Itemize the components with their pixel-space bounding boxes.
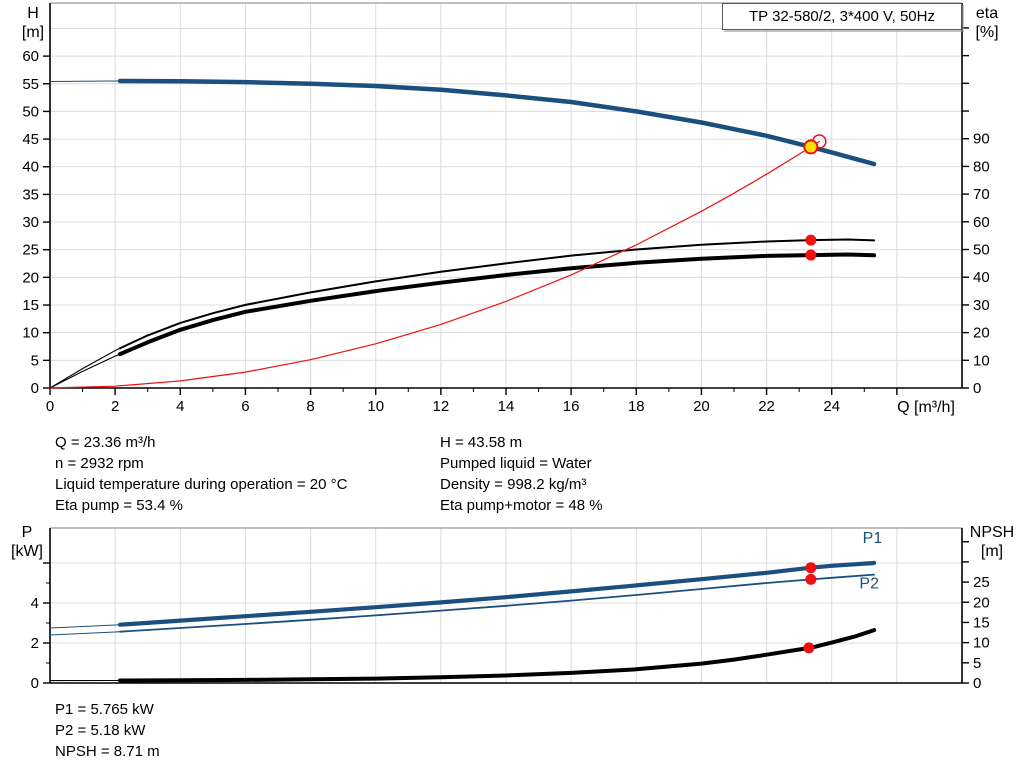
y-right-tick-label: 20 — [973, 594, 990, 611]
y-left-tick-label: 55 — [22, 76, 39, 93]
y-left-tick-label: 0 — [31, 380, 39, 397]
duty-info-left: Q = 23.36 m³/h n = 2932 rpm Liquid tempe… — [55, 432, 347, 516]
eta-axis-title: eta [%] — [964, 4, 1010, 42]
y-right-tick-label: 0 — [973, 380, 981, 397]
info-eta-pump: Eta pump = 53.4 % — [55, 497, 183, 514]
eta-axis-title-unit: [%] — [975, 24, 999, 41]
qh-curve — [117, 78, 877, 167]
p2-label: P2 — [859, 576, 879, 593]
y-right-tick-label: 25 — [973, 574, 990, 591]
qh-eta-chart: 0 2 4 6 8 10 12 14 16 18 20 22 240510152025303540455… — [22, 2, 990, 415]
eta-pump-curve — [49, 347, 121, 389]
power-info: P1 = 5.765 kW P2 = 5.18 kW NPSH = 8.71 m — [55, 699, 160, 762]
y-left-tick-label: 35 — [22, 186, 39, 203]
y-right-tick-label: 60 — [973, 214, 990, 231]
p-axis-title: P [kW] — [6, 523, 48, 561]
h-axis-title: H [m] — [16, 4, 50, 42]
info-h: H = 43.58 m — [440, 434, 523, 451]
info-liquid-temperature: Liquid temperature during operation = 20… — [55, 476, 348, 493]
x-tick-label: 6 — [241, 398, 249, 415]
npsh-axis-title-unit: [m] — [980, 543, 1004, 560]
npsh-point — [803, 642, 815, 654]
info-p1: P1 = 5.765 kW — [55, 701, 154, 718]
y-right-tick-label: 30 — [973, 297, 990, 314]
x-tick-label: 10 — [367, 398, 384, 415]
y-left-tick-label: 30 — [22, 214, 39, 231]
x-tick-label: 12 — [433, 398, 450, 415]
y-left-tick-label: 45 — [22, 131, 39, 148]
y-right-tick-label: 5 — [973, 655, 981, 672]
qh-curve — [49, 80, 121, 83]
eta-pump-motor-curve — [49, 353, 121, 389]
y-left-tick-label: 40 — [22, 159, 39, 176]
info-pumped-liquid: Pumped liquid = Water — [440, 455, 592, 472]
x-tick-label: 18 — [628, 398, 645, 415]
y-left-tick-label: 50 — [22, 103, 39, 120]
y-right-tick-label: 10 — [973, 635, 990, 652]
y-left-tick-label: 60 — [22, 48, 39, 65]
p1-label: P1 — [863, 530, 883, 547]
p-axis-title-unit: [kW] — [11, 543, 43, 560]
x-tick-label: 2 — [111, 398, 119, 415]
npsh-axis-title: NPSH [m] — [962, 523, 1022, 561]
x-tick-label: 16 — [563, 398, 580, 415]
p-axis-title-symbol: P — [21, 524, 33, 541]
info-speed: n = 2932 rpm — [55, 455, 144, 472]
y-right-tick-label: 40 — [973, 269, 990, 286]
eta-pump-curve — [119, 238, 876, 350]
y-right-tick-label: 70 — [973, 186, 990, 203]
x-tick-label: 8 — [306, 398, 314, 415]
y-right-tick-label: 15 — [973, 614, 990, 631]
y-right-tick-label: 0 — [973, 675, 981, 692]
y-left-tick-label: 15 — [22, 297, 39, 314]
h-axis-title-unit: [m] — [21, 24, 45, 41]
x-tick-label: 24 — [823, 398, 840, 415]
x-tick-label: 0 — [46, 398, 54, 415]
p1-curve — [49, 624, 121, 629]
p1-point — [805, 562, 817, 574]
eta-pump-point — [805, 234, 817, 246]
info-npsh: NPSH = 8.71 m — [55, 743, 160, 760]
system-curve — [49, 140, 820, 389]
x-tick-label: 22 — [758, 398, 775, 415]
y-right-tick-label: 90 — [973, 131, 990, 148]
npsh-curve — [118, 628, 877, 683]
y-left-tick-label: 4 — [31, 595, 39, 612]
x-tick-label: 20 — [693, 398, 710, 415]
x-tick-label: 14 — [498, 398, 515, 415]
y-right-tick-label: 20 — [973, 325, 990, 342]
info-density: Density = 998.2 kg/m³ — [440, 476, 587, 493]
duty-point — [803, 139, 819, 155]
duty-info-right: H = 43.58 m Pumped liquid = Water Densit… — [440, 432, 603, 516]
p1-curve — [117, 560, 877, 627]
y-left-tick-label: 25 — [22, 242, 39, 259]
pump-type-title-box: TP 32-580/2, 3*400 V, 50Hz — [722, 3, 962, 30]
eta-axis-title-symbol: eta — [975, 5, 999, 22]
eta-pump-motor-point — [805, 249, 817, 261]
y-right-tick-label: 10 — [973, 352, 990, 369]
y-left-tick-label: 5 — [31, 352, 39, 369]
y-left-tick-label: 20 — [22, 269, 39, 286]
h-axis-title-symbol: H — [27, 5, 39, 22]
power-npsh-chart: 0 2 4 0 5 10 15 20 25 P1 P2 — [31, 527, 990, 692]
eta-pump-motor-curve — [118, 252, 877, 357]
y-left-tick-label: 2 — [31, 635, 39, 652]
q-axis-title-text: Q [m³/h] — [897, 399, 955, 416]
p2-curve — [119, 573, 875, 633]
y-left-tick-label: 0 — [31, 675, 39, 692]
info-q: Q = 23.36 m³/h — [55, 434, 156, 451]
x-tick-label: 4 — [176, 398, 184, 415]
y-right-tick-label: 50 — [973, 242, 990, 259]
info-p2: P2 = 5.18 kW — [55, 722, 146, 739]
y-right-tick-label: 80 — [973, 158, 990, 175]
p2-point — [805, 573, 817, 585]
npsh-axis-title-symbol: NPSH — [969, 524, 1015, 541]
p2-curve — [49, 631, 121, 636]
q-axis-title: Q [m³/h] — [886, 398, 966, 417]
info-eta-pump-motor: Eta pump+motor = 48 % — [440, 497, 603, 514]
y-left-tick-label: 10 — [22, 325, 39, 342]
